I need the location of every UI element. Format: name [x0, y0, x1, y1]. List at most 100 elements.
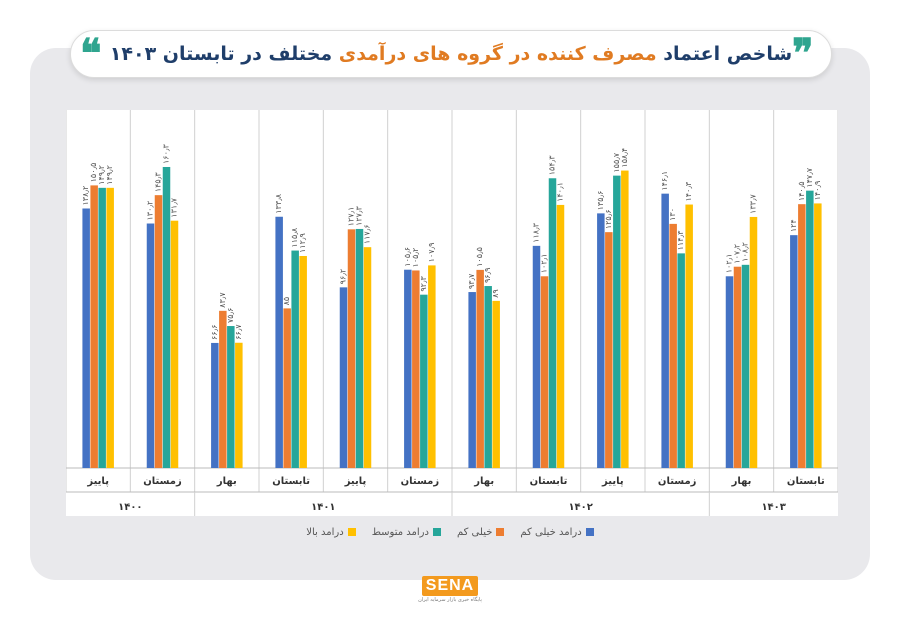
bar	[798, 204, 806, 468]
data-label: ۱۴۰٫۱	[556, 182, 565, 202]
data-label: ۱۳۰	[668, 208, 677, 221]
bar	[749, 216, 758, 468]
category-label: تابستان	[272, 476, 310, 487]
data-label: ۹۲٫۳	[419, 275, 428, 291]
year-label: ۱۴۰۳	[761, 502, 785, 513]
data-label: ۱۳۳٫۸	[274, 193, 283, 213]
data-label: ۶۶٫۶	[210, 324, 219, 340]
title-highlight: مصرف کننده در گروه های درآمدی	[338, 43, 657, 65]
bar	[82, 208, 90, 468]
bar	[492, 300, 500, 468]
bar	[355, 228, 364, 468]
legend-swatch	[432, 528, 441, 536]
bar	[661, 193, 669, 468]
bar	[806, 190, 814, 468]
chart-area: ۱۳۸٫۲ ۱۵۰٫۵ ۱۴۹٫۲ ۱۴۹٫۲ پاییز ۱۳۰٫۲ ۱۴۵٫۳ ۱۶۰٫۳…	[66, 110, 838, 516]
data-label: ۱۳۸٫۲	[81, 186, 90, 206]
data-label: ۱۵۸٫۴	[620, 148, 629, 168]
category-label: تابستان	[787, 476, 825, 487]
bar	[540, 276, 549, 468]
data-label: ۱۱۷٫۶	[363, 224, 372, 244]
category-label: پاییز	[344, 476, 367, 487]
data-label: ۱۰۲٫۱	[725, 253, 734, 273]
data-label: ۱۶۰٫۳	[162, 144, 171, 164]
bar	[98, 187, 106, 468]
data-label: ۱۴۰٫۹	[813, 181, 822, 201]
bar	[219, 310, 227, 468]
bar	[677, 253, 685, 468]
data-label: ۷۵٫۶	[226, 308, 235, 324]
bar	[621, 170, 629, 468]
bar	[476, 269, 484, 468]
bar	[669, 223, 677, 468]
bar	[170, 220, 179, 468]
data-label: ۱۵۰٫۵	[89, 163, 98, 183]
legend-swatch	[585, 528, 594, 536]
title-box: شاخص اعتماد مصرف کننده در گروه های درآمد…	[70, 30, 832, 78]
legend-label: درامد متوسط	[371, 526, 429, 538]
bar	[532, 245, 541, 468]
category-label: بهار	[731, 476, 752, 487]
year-label: ۱۴۰۰	[118, 502, 142, 513]
bar	[283, 308, 291, 468]
data-label: ۱۴۹٫۲	[97, 165, 106, 185]
bar	[347, 229, 356, 468]
bar	[597, 213, 605, 468]
data-label: ۱۳۰٫۲	[146, 201, 155, 221]
category-label: زمستان	[401, 476, 440, 487]
bar	[235, 342, 243, 468]
bar	[484, 286, 492, 468]
data-label: ۱۴۹٫۲	[105, 165, 114, 185]
data-label: ۹۳٫۷	[467, 273, 476, 289]
logo-text: SENA	[421, 576, 479, 596]
data-label: ۱۱۵٫۸	[290, 227, 299, 247]
data-label: ۱۰۵٫۲	[411, 248, 420, 268]
legend-item: خیلی کم	[457, 527, 505, 538]
data-label: ۱۲۷٫۳	[355, 205, 364, 225]
data-label: ۸۹	[491, 289, 500, 298]
category-label: بهار	[473, 476, 494, 487]
bar	[468, 292, 476, 468]
data-label: ۱۱۲٫۹	[298, 233, 307, 253]
data-label: ۸۵	[282, 297, 291, 306]
bar	[339, 287, 348, 468]
bar	[605, 232, 613, 468]
legend-item: درامد خیلی کم	[520, 526, 594, 538]
data-label: ۱۴۷٫۷	[805, 167, 814, 187]
bar	[404, 269, 412, 468]
data-label: ۹۶٫۹	[483, 268, 492, 284]
data-label: ۱۴۰٫۳	[684, 181, 693, 201]
bar	[741, 264, 750, 468]
data-label: ۱۰۷٫۲	[733, 244, 742, 264]
bar	[420, 294, 428, 468]
bar	[363, 247, 372, 468]
bar	[725, 276, 734, 468]
title-part1: شاخص اعتماد	[663, 43, 793, 65]
data-label: ۱۲۷٫۱	[347, 207, 356, 227]
data-label: ۱۰۲٫۱	[540, 253, 549, 273]
bar	[162, 166, 171, 468]
bar	[227, 326, 235, 468]
legend-label: درامد خیلی کم	[520, 526, 582, 538]
data-label: ۱۰۸٫۲	[741, 242, 750, 262]
data-label: ۶۶٫۷	[234, 324, 243, 340]
data-label: ۱۰۵٫۵	[475, 247, 484, 267]
legend-swatch	[496, 528, 505, 536]
bar	[146, 223, 155, 468]
bar	[685, 204, 693, 468]
category-label: پاییز	[86, 476, 109, 487]
bar	[299, 255, 307, 468]
quote-open-icon: ❞	[792, 30, 814, 77]
data-label: ۱۱۴٫۳	[676, 230, 685, 250]
data-label: ۱۳۱٫۷	[170, 197, 179, 217]
data-label: ۱۱۸٫۳	[532, 222, 541, 242]
legend-item: درامد متوسط	[372, 527, 441, 538]
bar	[106, 187, 114, 468]
data-label: ۱۰۷٫۹	[427, 243, 436, 263]
bar	[211, 342, 219, 468]
bar	[90, 185, 98, 468]
bar	[275, 216, 283, 468]
bar	[613, 175, 621, 468]
data-label: ۸۳٫۷	[218, 292, 227, 308]
